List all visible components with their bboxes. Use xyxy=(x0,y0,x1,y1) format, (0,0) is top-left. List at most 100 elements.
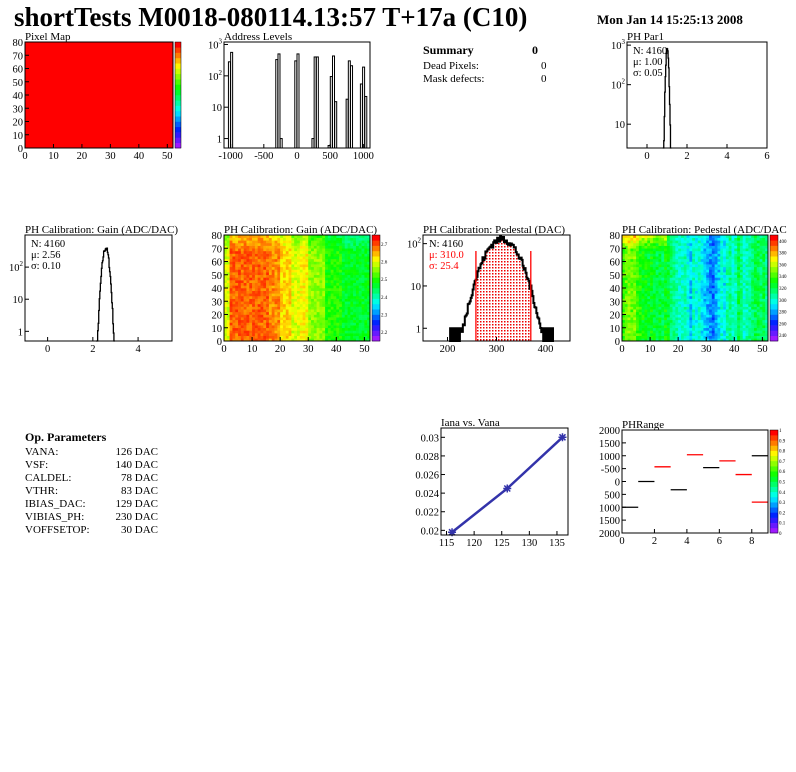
heatmap-cell xyxy=(686,285,690,289)
heatmap-cell xyxy=(260,293,264,297)
heatmap-cell xyxy=(330,325,334,329)
heatmap-cell xyxy=(765,309,769,313)
heatmap-cell xyxy=(661,280,665,283)
heatmap-cell xyxy=(350,253,354,257)
heatmap-cell xyxy=(725,237,729,241)
heatmap-cell xyxy=(669,272,673,276)
x-tick-label: 6 xyxy=(717,536,722,547)
heatmap-cell xyxy=(717,295,721,299)
heatmap-cell xyxy=(706,338,710,342)
x-tick-label: 4 xyxy=(135,344,141,355)
heatmap-cell xyxy=(274,301,278,305)
heatmap-cell xyxy=(280,319,284,323)
heatmap-cell xyxy=(341,280,346,283)
heatmap-cell xyxy=(288,272,292,276)
heatmap-cell xyxy=(353,301,357,305)
heatmap-cell xyxy=(330,327,334,331)
heatmap-cell xyxy=(756,330,760,334)
heatmap-cell xyxy=(260,311,264,315)
heatmap-cell xyxy=(330,298,334,302)
heatmap-cell xyxy=(748,237,752,241)
heatmap-cell xyxy=(697,235,701,238)
heatmap-cell xyxy=(622,261,626,265)
x-tick-label: 30 xyxy=(701,344,712,355)
heatmap-cell xyxy=(266,306,270,310)
heatmap-cell xyxy=(742,293,746,297)
heatmap-cell xyxy=(336,282,340,286)
heatmap-cell xyxy=(633,295,637,299)
heatmap-cell xyxy=(739,248,744,252)
heatmap-cell xyxy=(282,242,287,246)
heatmap-cell xyxy=(257,277,261,281)
heatmap-cell xyxy=(697,301,701,305)
heatmap-cell xyxy=(291,250,295,254)
heatmap-cell xyxy=(695,245,699,249)
heatmap-cell xyxy=(322,303,326,307)
heatmap-cell xyxy=(678,269,682,273)
heatmap-cell xyxy=(703,327,707,331)
y-tick-label: 1500 xyxy=(599,516,620,527)
heatmap-cell xyxy=(358,333,362,336)
heatmap-cell xyxy=(748,309,752,313)
heatmap-cell xyxy=(765,277,769,281)
heatmap-cell xyxy=(305,314,309,318)
heatmap-cell xyxy=(246,290,250,294)
heatmap-cell xyxy=(720,311,724,315)
heatmap-cell xyxy=(658,295,662,299)
heatmap-cell xyxy=(319,261,323,265)
heatmap-cell xyxy=(641,258,645,262)
heatmap-cell xyxy=(358,240,362,244)
heatmap-cell xyxy=(361,269,365,273)
heatmap-cell xyxy=(697,266,701,270)
heatmap-cell xyxy=(759,295,763,299)
heatmap-cell xyxy=(734,338,738,342)
x-tick-label: 1000 xyxy=(353,151,374,162)
palette-tick-label: 0.9 xyxy=(779,439,786,444)
heatmap-cell xyxy=(711,266,715,270)
heatmap-cell xyxy=(322,322,326,326)
heatmap-cell xyxy=(353,335,357,339)
heatmap-cell xyxy=(638,237,642,241)
x-tick-label: 0 xyxy=(22,151,27,162)
heatmap-cell xyxy=(358,335,362,339)
heatmap-cell xyxy=(630,306,634,310)
heatmap-cell xyxy=(299,258,303,262)
heatmap-cell xyxy=(355,327,360,331)
heatmap-cell xyxy=(706,240,710,244)
heatmap-cell xyxy=(325,288,329,291)
heatmap-cell xyxy=(706,303,710,307)
heatmap-cell xyxy=(728,261,732,265)
heatmap-cell xyxy=(630,237,634,241)
heatmap-cell xyxy=(725,309,729,313)
heatmap-cell xyxy=(299,306,303,310)
heatmap-cell xyxy=(240,295,244,299)
heatmap-cell xyxy=(703,272,707,276)
summary-label: Dead Pixels: xyxy=(423,60,479,72)
heatmap-cell xyxy=(745,298,749,302)
heatmap-cell xyxy=(751,298,755,302)
heatmap-cell xyxy=(680,314,685,318)
heatmap-cell xyxy=(246,298,250,302)
heatmap-cell xyxy=(765,235,769,238)
y-tick-label: 103 xyxy=(208,37,223,51)
heatmap-cell xyxy=(305,248,309,252)
heatmap-cell xyxy=(313,288,317,291)
heatmap-cell xyxy=(336,317,340,321)
heatmap-cell xyxy=(644,282,648,286)
heatmap-cell xyxy=(720,248,724,252)
heatmap-cell xyxy=(232,311,236,315)
heatmap-cell xyxy=(675,269,679,273)
heatmap-cell xyxy=(678,330,682,334)
palette-cell xyxy=(372,261,380,268)
heatmap-cell xyxy=(661,242,665,246)
heatmap-cell xyxy=(692,277,696,281)
heatmap-cell xyxy=(254,258,258,262)
y-tick-label: 60 xyxy=(610,258,621,269)
heatmap-cell xyxy=(350,285,354,289)
heatmap-cell xyxy=(655,303,659,307)
heatmap-cell xyxy=(355,290,360,294)
heatmap-cell xyxy=(686,274,690,278)
heatmap-cell xyxy=(313,319,317,323)
heatmap-cell xyxy=(325,250,329,254)
heatmap-cell xyxy=(647,335,651,339)
